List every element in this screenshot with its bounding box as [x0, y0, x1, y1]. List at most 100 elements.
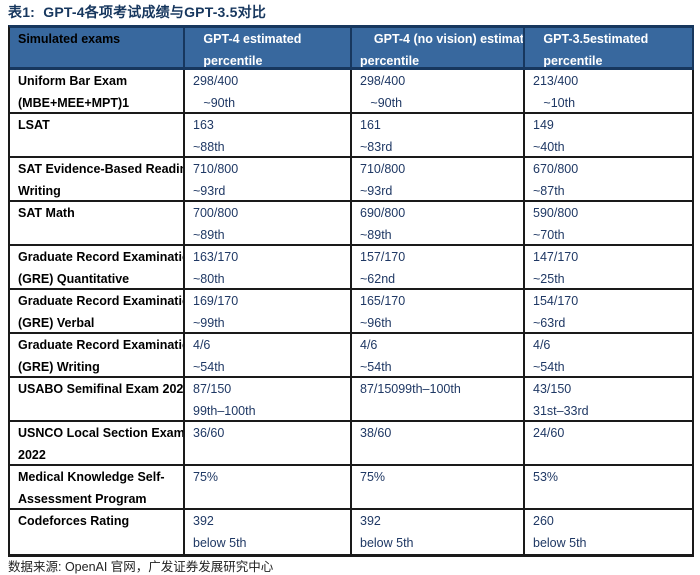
score-cell: 260 below 5th: [525, 510, 694, 554]
cell-line: ~89th: [193, 228, 225, 242]
cell-line: 298/400: [360, 74, 406, 88]
header-cell-line: percentile: [193, 54, 263, 67]
cell-line: ~80th: [193, 272, 225, 286]
score-cell: 154/170 ~63rd: [525, 290, 694, 332]
exam-name-cell: USNCO Local Section Exam 2022: [10, 422, 185, 464]
exam-name-cell: Graduate Record Examination (GRE) Verbal: [10, 290, 185, 332]
cell-line: below 5th: [193, 536, 247, 550]
table-row: Graduate Record Examination (GRE) Quantit…: [10, 246, 694, 290]
cell-line: Graduate Record Examination: [18, 294, 185, 308]
table-row: SAT Math 700/800 ~89th 690/800 ~89th 590/800 ~…: [10, 202, 694, 246]
score-cell: 710/800 ~93rd: [352, 158, 525, 200]
score-cell: 161 ~83rd: [352, 114, 525, 156]
score-cell: 75%: [352, 466, 525, 508]
cell-line: ~88th: [193, 140, 225, 154]
cell-line: ~40th: [533, 140, 565, 154]
score-cell: 87/15099th–100th: [352, 378, 525, 420]
cell-line: 36/60: [193, 426, 225, 440]
table-row: Uniform Bar Exam (MBE+MEE+MPT)1 298/400 ~9…: [10, 70, 694, 114]
cell-line: 670/800: [533, 162, 579, 176]
cell-line: 2022: [18, 448, 46, 462]
score-cell: 149 ~40th: [525, 114, 694, 156]
header-cell: GPT-4 estimated percentile: [185, 28, 352, 67]
score-cell: 690/800 ~89th: [352, 202, 525, 244]
cell-line: 710/800: [360, 162, 406, 176]
score-cell: 163 ~88th: [185, 114, 352, 156]
cell-line: 87/15099th–100th: [360, 382, 461, 396]
cell-line: 4/6: [533, 338, 551, 352]
exam-name-cell: Codeforces Rating: [10, 510, 185, 554]
cell-line: 154/170: [533, 294, 579, 308]
cell-line: 38/60: [360, 426, 392, 440]
cell-line: 690/800: [360, 206, 406, 220]
header-cell: GPT-4 (no vision) estimated percentile: [352, 28, 525, 67]
cell-line: 260: [533, 514, 554, 528]
cell-line: 149: [533, 118, 554, 132]
header-cell-line: GPT-4 (no vision) estimated: [360, 32, 525, 46]
cell-line: (GRE) Quantitative: [18, 272, 130, 286]
score-cell: 147/170 ~25th: [525, 246, 694, 288]
score-cell: 24/60: [525, 422, 694, 464]
cell-line: SAT Evidence-Based Reading &: [18, 162, 183, 176]
score-cell: 4/6 ~54th: [185, 334, 352, 376]
cell-line: Uniform Bar Exam: [18, 74, 128, 88]
cell-line: 163/170: [193, 250, 239, 264]
cell-line: 165/170: [360, 294, 406, 308]
exam-name-cell: SAT Math: [10, 202, 185, 244]
cell-line: SAT Math: [18, 206, 75, 220]
data-source-note: 数据来源: OpenAI 官网，广发证券发展研究中心: [8, 560, 274, 574]
table-row: Medical Knowledge Self- Assessment Progra…: [10, 466, 694, 510]
cell-line: Graduate Record Examination: [18, 338, 185, 352]
cell-line: ~90th: [360, 96, 403, 110]
cell-line: Writing: [18, 184, 61, 198]
score-cell: 700/800 ~89th: [185, 202, 352, 244]
cell-line: Medical Knowledge Self-: [18, 470, 165, 484]
score-cell: 590/800 ~70th: [525, 202, 694, 244]
cell-line: 392: [360, 514, 381, 528]
score-cell: 213/400 ~10th: [525, 70, 694, 112]
cell-line: 169/170: [193, 294, 239, 308]
header-cell-line: GPT-3.5estimated: [533, 32, 649, 46]
cell-line: 161: [360, 118, 381, 132]
cell-line: 590/800: [533, 206, 579, 220]
page-title: 表1: GPT-4各项考试成绩与GPT-3.5对比: [8, 4, 267, 20]
score-cell: 298/400 ~90th: [185, 70, 352, 112]
exam-comparison-table: Simulated exams GPT-4 estimated percenti…: [8, 25, 694, 557]
exam-name-cell: LSAT: [10, 114, 185, 156]
table-row: LSAT 163 ~88th 161 ~83rd 149 ~40th: [10, 114, 694, 158]
cell-line: 99th–100th: [193, 404, 256, 418]
score-cell: 157/170 ~62nd: [352, 246, 525, 288]
cell-line: LSAT: [18, 118, 50, 132]
score-cell: 4/6 ~54th: [525, 334, 694, 376]
exam-name-cell: Graduate Record Examination (GRE) Quantit…: [10, 246, 185, 288]
cell-line: Codeforces Rating: [18, 514, 130, 528]
header-cell: GPT-3.5estimated percentile: [525, 28, 694, 67]
cell-line: below 5th: [360, 536, 414, 550]
table-header-row: Simulated exams GPT-4 estimated percenti…: [10, 28, 694, 70]
cell-line: ~62nd: [360, 272, 396, 286]
exam-name-cell: USABO Semifinal Exam 2020: [10, 378, 185, 420]
cell-line: 75%: [360, 470, 386, 484]
score-cell: 53%: [525, 466, 694, 508]
score-cell: 670/800 ~87th: [525, 158, 694, 200]
score-cell: 36/60: [185, 422, 352, 464]
cell-line: ~54th: [533, 360, 565, 374]
score-cell: 163/170 ~80th: [185, 246, 352, 288]
cell-line: ~10th: [533, 96, 576, 110]
table-row: Graduate Record Examination (GRE) Verbal 1…: [10, 290, 694, 334]
cell-line: ~63rd: [533, 316, 566, 330]
cell-line: 43/150: [533, 382, 572, 396]
header-cell-line: Simulated exams: [18, 32, 121, 46]
cell-line: ~93rd: [193, 184, 226, 198]
cell-line: 87/150: [193, 382, 232, 396]
exam-name-cell: Uniform Bar Exam (MBE+MEE+MPT)1: [10, 70, 185, 112]
cell-line: 4/6: [360, 338, 378, 352]
score-cell: 298/400 ~90th: [352, 70, 525, 112]
cell-line: 4/6: [193, 338, 211, 352]
cell-line: ~89th: [360, 228, 392, 242]
cell-line: 157/170: [360, 250, 406, 264]
cell-line: (GRE) Verbal: [18, 316, 95, 330]
cell-line: ~93rd: [360, 184, 393, 198]
header-cell-line: percentile: [360, 54, 420, 67]
cell-line: (MBE+MEE+MPT)1: [18, 96, 130, 110]
